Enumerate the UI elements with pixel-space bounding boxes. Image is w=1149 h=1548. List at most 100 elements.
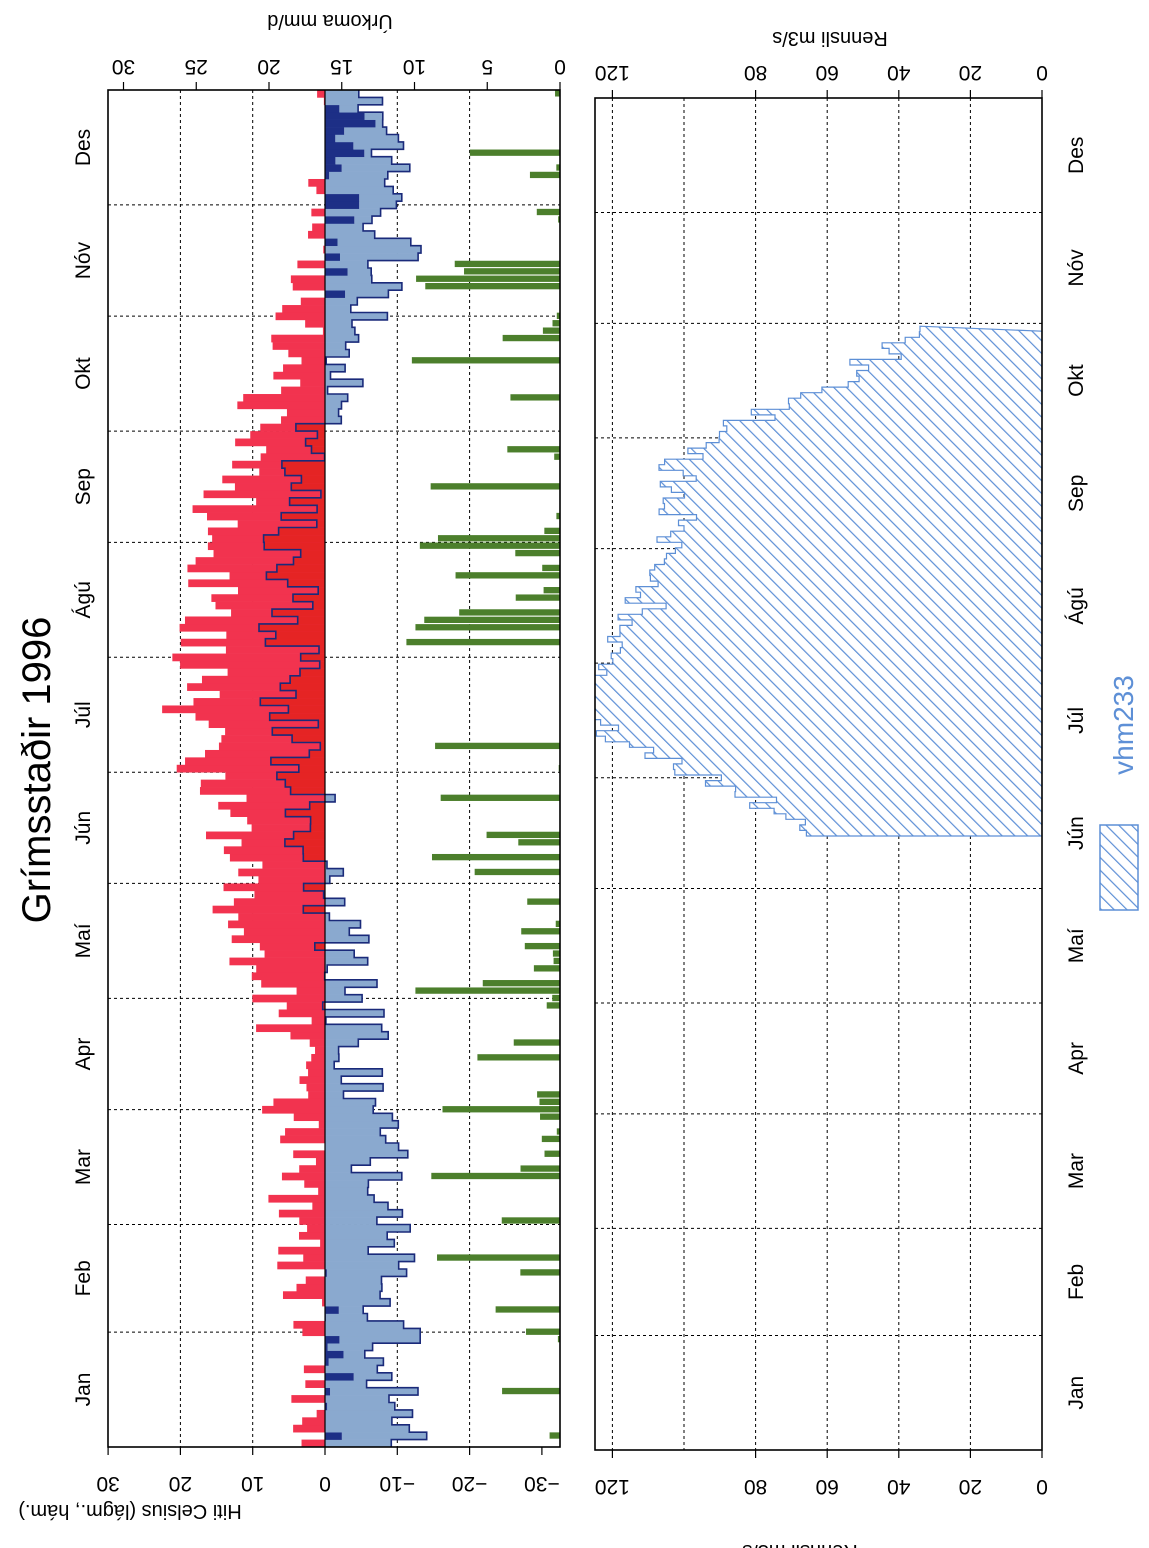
month-label-bottom-2: Mar	[1065, 1153, 1088, 1189]
precip-bar	[543, 587, 560, 594]
temp-min-cold-bar	[325, 342, 346, 350]
temp-max-bar	[250, 431, 325, 439]
legend: vhm233	[1099, 675, 1139, 911]
temp-min-cold-bar	[325, 1150, 408, 1159]
temp-max-bar	[292, 282, 325, 291]
precip-bar	[454, 260, 560, 268]
temp-max-bar	[207, 527, 325, 536]
temp-min-cold-bar	[325, 90, 359, 98]
temp-max-bar	[259, 942, 325, 951]
temp-min-cold-bar	[325, 1172, 402, 1181]
temp-max-bar	[312, 1202, 325, 1211]
temp-max-bar	[225, 772, 325, 780]
temp-min-cold-bar	[325, 1239, 395, 1248]
temp-min-cold-bar	[325, 1409, 413, 1418]
temp-min-cold-bar	[325, 994, 363, 1003]
temp-max-bar	[233, 898, 325, 906]
temp-max-bar	[221, 735, 325, 743]
temp-max-cold-bar	[325, 171, 330, 180]
temp-min-warm-bar	[290, 675, 325, 684]
precip-bar	[406, 638, 560, 646]
temp-max-bar	[254, 890, 325, 899]
temp-min-cold-bar	[325, 1135, 386, 1144]
temp-max-bar	[211, 594, 325, 602]
temp-min-cold-bar	[339, 104, 359, 113]
temp-min-cold-bar	[328, 1358, 384, 1366]
temp-min-cold-bar	[325, 245, 422, 254]
temp-max-bar	[273, 371, 325, 380]
temp-min-cold-bar	[325, 401, 342, 410]
temp-min-cold-bar	[325, 1105, 374, 1114]
temp-min-cold-bar	[325, 408, 339, 417]
temp-min-warm-bar	[317, 505, 325, 513]
temp-min-cold-bar	[325, 1261, 399, 1270]
temp-min-warm-bar	[316, 520, 325, 528]
temp-max-bar	[218, 742, 325, 751]
month-label-3: Apr	[72, 1038, 95, 1071]
temperature-axis-label: Hiti Celsius (lágm., hám.)	[18, 1500, 241, 1522]
temp-max-bar	[264, 950, 325, 958]
temp-max-bar	[311, 1053, 325, 1062]
precip-bar	[502, 1387, 560, 1395]
temp-tick-label: −10	[379, 1472, 415, 1495]
temp-max-bar	[256, 1024, 325, 1033]
temp-min-warm-bar	[271, 609, 325, 617]
temp-max-bar	[201, 675, 325, 684]
temp-max-bar	[303, 1365, 325, 1374]
flow-tick-label-bottom: 40	[887, 1475, 910, 1498]
temp-max-bar	[311, 1016, 325, 1025]
temp-min-cold-bar	[325, 1313, 368, 1322]
temp-max-bar	[162, 705, 325, 714]
month-label-bottom-6: Júl	[1065, 707, 1088, 734]
temp-max-bar	[317, 90, 325, 98]
temp-max-bar	[256, 965, 325, 973]
bottom-panel-frame	[594, 97, 1043, 1451]
temp-max-bar	[228, 920, 325, 929]
temp-max-bar	[205, 749, 325, 758]
temp-min-cold-bar	[337, 238, 411, 247]
precip-tick-label: 5	[481, 55, 493, 78]
temp-min-cold-bar	[325, 97, 383, 106]
temp-max-bar	[238, 913, 325, 921]
precip-bar	[411, 357, 560, 364]
month-label-bottom-3: Apr	[1065, 1042, 1088, 1075]
temp-min-cold-bar	[325, 1120, 399, 1129]
temp-min-cold-bar	[325, 319, 352, 328]
temp-max-bar	[229, 957, 325, 966]
precip-bar	[502, 334, 560, 342]
discharge-axis-bottom: 0 20 40 60 80 120	[595, 1450, 1048, 1498]
precip-bar	[510, 394, 560, 401]
temp-min-cold-bar	[325, 260, 368, 269]
temp-max-cold-bar	[325, 193, 360, 202]
temp-max-bar	[203, 490, 325, 499]
precip-bar	[540, 1113, 560, 1120]
precip-bar	[556, 1128, 560, 1135]
temp-min-warm-bar	[290, 787, 325, 795]
temp-min-cold-bar	[325, 1113, 393, 1122]
temp-min-cold-bar	[341, 1432, 427, 1440]
precip-bar	[553, 957, 560, 965]
temp-tick-label: 10	[241, 1472, 264, 1495]
precip-bar	[544, 527, 560, 535]
flow-tick-label-top: 40	[887, 61, 910, 84]
temp-min-warm-bar	[301, 475, 325, 484]
month-label-bottom-0: Jan	[1065, 1376, 1088, 1410]
temp-min-cold-bar	[335, 156, 392, 165]
temp-max-bar	[195, 712, 325, 721]
temp-min-cold-bar	[325, 1039, 359, 1047]
temp-max-bar	[281, 416, 325, 424]
temp-min-cold-bar	[325, 1291, 381, 1299]
temp-max-bar	[241, 838, 325, 847]
temp-min-warm-bar	[284, 468, 325, 476]
temp-max-cold-bar	[325, 164, 342, 172]
temp-max-bar	[243, 394, 325, 402]
temp-min-warm-bar	[260, 698, 325, 706]
temp-max-bar	[318, 1120, 325, 1129]
temp-max-bar	[302, 1328, 325, 1337]
precip-bar	[515, 594, 560, 601]
temp-min-warm-bar	[318, 720, 325, 729]
temp-max-bar	[237, 520, 325, 528]
precip-bar	[544, 1150, 560, 1157]
temp-min-cold-bar	[325, 1091, 344, 1099]
precip-tick-label: 10	[403, 55, 426, 78]
